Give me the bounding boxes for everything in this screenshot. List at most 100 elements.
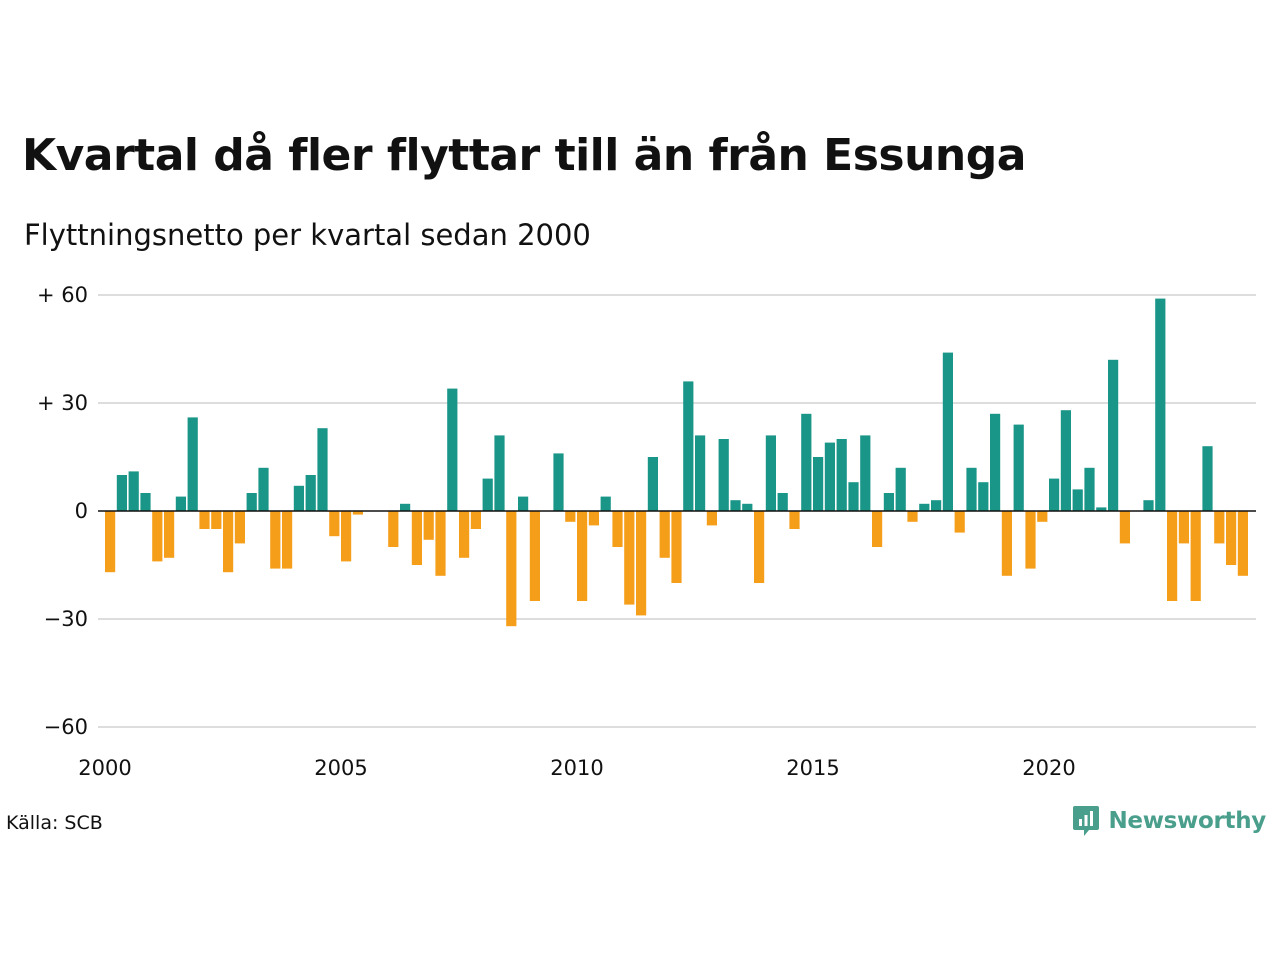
bar (1202, 446, 1213, 511)
y-tick-label: 0 (75, 499, 88, 523)
chart-title: Kvartal då fler flyttar till än från Ess… (22, 130, 1026, 181)
bar (1072, 489, 1083, 511)
bar (730, 500, 741, 511)
bar (978, 482, 989, 511)
bar (1025, 511, 1036, 569)
bar (258, 467, 269, 511)
bar (706, 511, 717, 526)
x-tick-label: 2005 (314, 756, 367, 780)
bar (447, 388, 458, 511)
bar (659, 511, 670, 558)
y-axis-labels: + 60 + 30 0 −30 −60 (37, 283, 88, 739)
bar (907, 511, 918, 522)
bar (695, 435, 706, 511)
bar (588, 511, 599, 526)
bar (1013, 424, 1024, 511)
bar (329, 511, 340, 537)
bar (600, 496, 611, 511)
bar (765, 435, 776, 511)
y-tick-label: + 60 (37, 283, 88, 307)
bar (718, 439, 729, 511)
bar (801, 413, 812, 511)
source-note: Källa: SCB (6, 812, 103, 834)
bar (175, 496, 186, 511)
bar (565, 511, 576, 522)
bar (529, 511, 540, 601)
x-axis-labels: 2000 2005 2010 2015 2020 (78, 756, 1075, 780)
brand-logo[interactable]: Newsworthy (1072, 804, 1266, 838)
bar (1155, 298, 1166, 511)
bar (1214, 511, 1225, 544)
bar-chart: + 60 + 30 0 −30 −60 2000 2005 2010 2015 2020 (37, 283, 1256, 780)
bar (152, 511, 163, 562)
chart-subtitle: Flyttningsnetto per kvartal sedan 2000 (24, 218, 591, 252)
brand-name: Newsworthy (1108, 808, 1266, 834)
x-tick-label: 2015 (786, 756, 839, 780)
bar (777, 493, 788, 511)
bar (683, 381, 694, 511)
bar (352, 511, 363, 515)
bar (105, 511, 116, 573)
bar (789, 511, 800, 529)
bar (872, 511, 883, 547)
bar (494, 435, 505, 511)
bar (459, 511, 470, 558)
bar (470, 511, 481, 529)
bar (883, 493, 894, 511)
bar (624, 511, 635, 605)
bar (1178, 511, 1189, 544)
bar (140, 493, 151, 511)
bar (423, 511, 434, 540)
bar (128, 471, 139, 511)
bar (848, 482, 859, 511)
bar (895, 467, 906, 511)
bar (341, 511, 352, 562)
bar (966, 467, 977, 511)
bar (931, 500, 942, 511)
bar (1001, 511, 1012, 576)
bar (234, 511, 245, 544)
bar (647, 457, 658, 511)
bar (164, 511, 175, 558)
bar (1226, 511, 1237, 565)
y-tick-label: −30 (44, 607, 88, 631)
bar (671, 511, 682, 583)
bar (824, 442, 835, 511)
x-tick-label: 2010 (550, 756, 603, 780)
bar (270, 511, 281, 569)
bar (990, 413, 1001, 511)
bar (754, 511, 765, 583)
bar (400, 503, 411, 511)
bar (1108, 359, 1119, 511)
bar (1237, 511, 1248, 576)
bar (1096, 507, 1107, 511)
x-tick-label: 2000 (78, 756, 131, 780)
bar (1167, 511, 1178, 601)
bar (1037, 511, 1048, 522)
bar (411, 511, 422, 565)
bar (919, 503, 930, 511)
bar (612, 511, 623, 547)
bar (293, 485, 304, 511)
x-tick-label: 2020 (1022, 756, 1075, 780)
newsworthy-logo-icon (1073, 806, 1100, 836)
bar (1119, 511, 1130, 544)
bar (282, 511, 293, 569)
bar (518, 496, 529, 511)
bar (317, 428, 328, 511)
bar (1143, 500, 1154, 511)
bar (187, 417, 198, 511)
bar (954, 511, 965, 533)
bar (1060, 410, 1071, 511)
bar (199, 511, 210, 529)
bar (435, 511, 446, 576)
bar (742, 503, 753, 511)
bar (577, 511, 588, 601)
bar (942, 352, 953, 511)
bar (553, 453, 564, 511)
bar (246, 493, 257, 511)
bar (388, 511, 399, 547)
bar (305, 475, 316, 511)
bar (813, 457, 824, 511)
bar (1190, 511, 1201, 601)
